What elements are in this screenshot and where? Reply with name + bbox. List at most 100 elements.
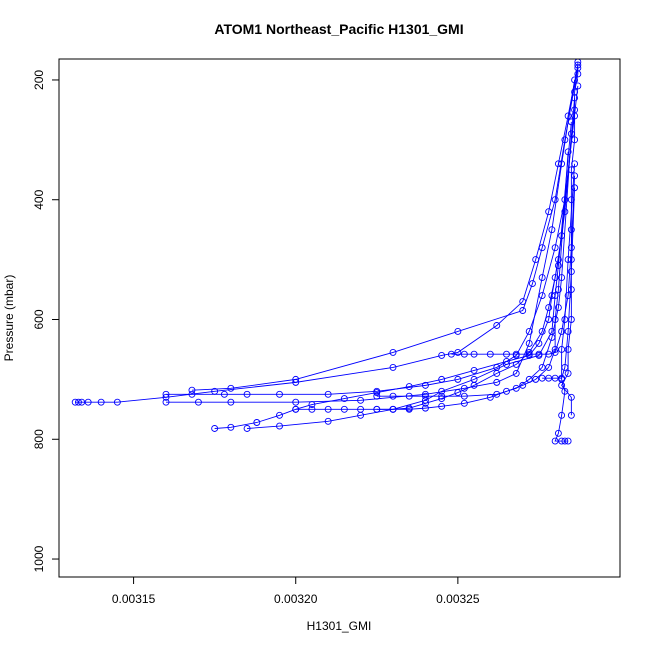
data-point	[551, 316, 559, 323]
x-axis: 0.00315 0.00320 0.00325	[112, 577, 480, 606]
data-point	[561, 387, 569, 395]
data-point	[227, 423, 235, 431]
data-point	[532, 375, 540, 383]
data-point	[78, 398, 86, 406]
series-line	[191, 67, 579, 391]
data-point	[564, 292, 572, 299]
data-point	[519, 381, 527, 389]
y-tick-label: 800	[32, 429, 46, 449]
data-point	[357, 396, 365, 404]
data-point	[545, 374, 553, 382]
data-point	[389, 363, 397, 371]
chart-title: ATOM1 Northeast_Pacific H1301_GMI	[214, 21, 463, 37]
data-point	[554, 304, 562, 311]
data-point	[220, 390, 228, 398]
x-tick-label: 0.00315	[112, 592, 156, 606]
data-point	[438, 351, 446, 359]
data-point	[421, 404, 429, 412]
data-point	[373, 389, 381, 397]
data-point	[493, 322, 501, 329]
data-point	[512, 384, 520, 392]
data-point	[211, 425, 219, 432]
data-point	[493, 390, 501, 398]
data-point	[97, 398, 105, 406]
y-tick-label: 200	[32, 70, 46, 90]
data-point	[567, 411, 575, 419]
data-point	[525, 328, 533, 335]
data-point	[454, 375, 462, 383]
data-point	[84, 398, 92, 406]
data-point	[276, 411, 283, 419]
series-4	[162, 76, 579, 406]
data-point	[567, 130, 575, 138]
data-marks	[71, 58, 582, 445]
series-line	[75, 64, 579, 403]
data-point	[292, 405, 300, 413]
data-point	[558, 411, 566, 419]
data-point	[162, 398, 170, 406]
data-point	[389, 348, 397, 356]
data-point	[447, 350, 455, 358]
data-point	[308, 405, 316, 413]
data-point	[564, 345, 572, 353]
data-point	[554, 262, 562, 270]
y-tick-label: 1000	[32, 545, 46, 572]
data-point	[113, 398, 121, 406]
data-point	[460, 399, 468, 407]
data-point	[470, 375, 478, 383]
data-point	[564, 112, 572, 120]
data-point	[438, 392, 446, 400]
data-point	[438, 375, 446, 383]
data-point	[551, 196, 559, 204]
data-point	[512, 369, 520, 377]
data-point	[454, 328, 462, 335]
data-point	[545, 304, 553, 311]
data-point	[574, 64, 582, 72]
data-point	[512, 350, 520, 358]
data-point	[567, 244, 575, 252]
data-point	[571, 184, 579, 192]
data-point	[227, 398, 235, 406]
data-point	[525, 348, 533, 356]
data-point	[551, 244, 559, 252]
data-point	[551, 274, 559, 282]
data-point	[308, 401, 316, 408]
series-10	[373, 148, 572, 413]
y-tick-label: 600	[32, 309, 46, 329]
data-point	[493, 369, 501, 377]
data-point	[554, 429, 562, 437]
data-point	[421, 396, 429, 404]
data-point	[519, 307, 527, 314]
data-point	[538, 328, 546, 335]
data-point	[324, 417, 332, 425]
data-point	[324, 390, 332, 398]
data-point	[551, 437, 559, 445]
data-point	[558, 345, 566, 353]
data-point	[276, 422, 283, 430]
data-point	[373, 392, 381, 400]
y-axis: 200 400 600 800 1000	[32, 70, 59, 572]
plot-frame	[58, 58, 621, 578]
data-point	[405, 405, 413, 413]
data-point	[75, 398, 82, 406]
data-point	[529, 280, 536, 288]
data-point	[188, 386, 196, 394]
series-2	[71, 61, 582, 406]
data-point	[545, 350, 553, 358]
data-point	[227, 384, 235, 392]
data-point	[564, 256, 572, 264]
data-point	[571, 94, 579, 102]
data-point	[561, 208, 569, 216]
data-point	[564, 437, 572, 445]
data-point	[438, 387, 446, 395]
data-point	[194, 398, 202, 406]
data-point	[470, 350, 478, 358]
data-point	[486, 393, 494, 401]
data-point	[558, 328, 566, 335]
data-point	[535, 340, 543, 347]
series-line	[542, 187, 576, 379]
data-point	[558, 437, 566, 445]
data-point	[243, 425, 251, 432]
